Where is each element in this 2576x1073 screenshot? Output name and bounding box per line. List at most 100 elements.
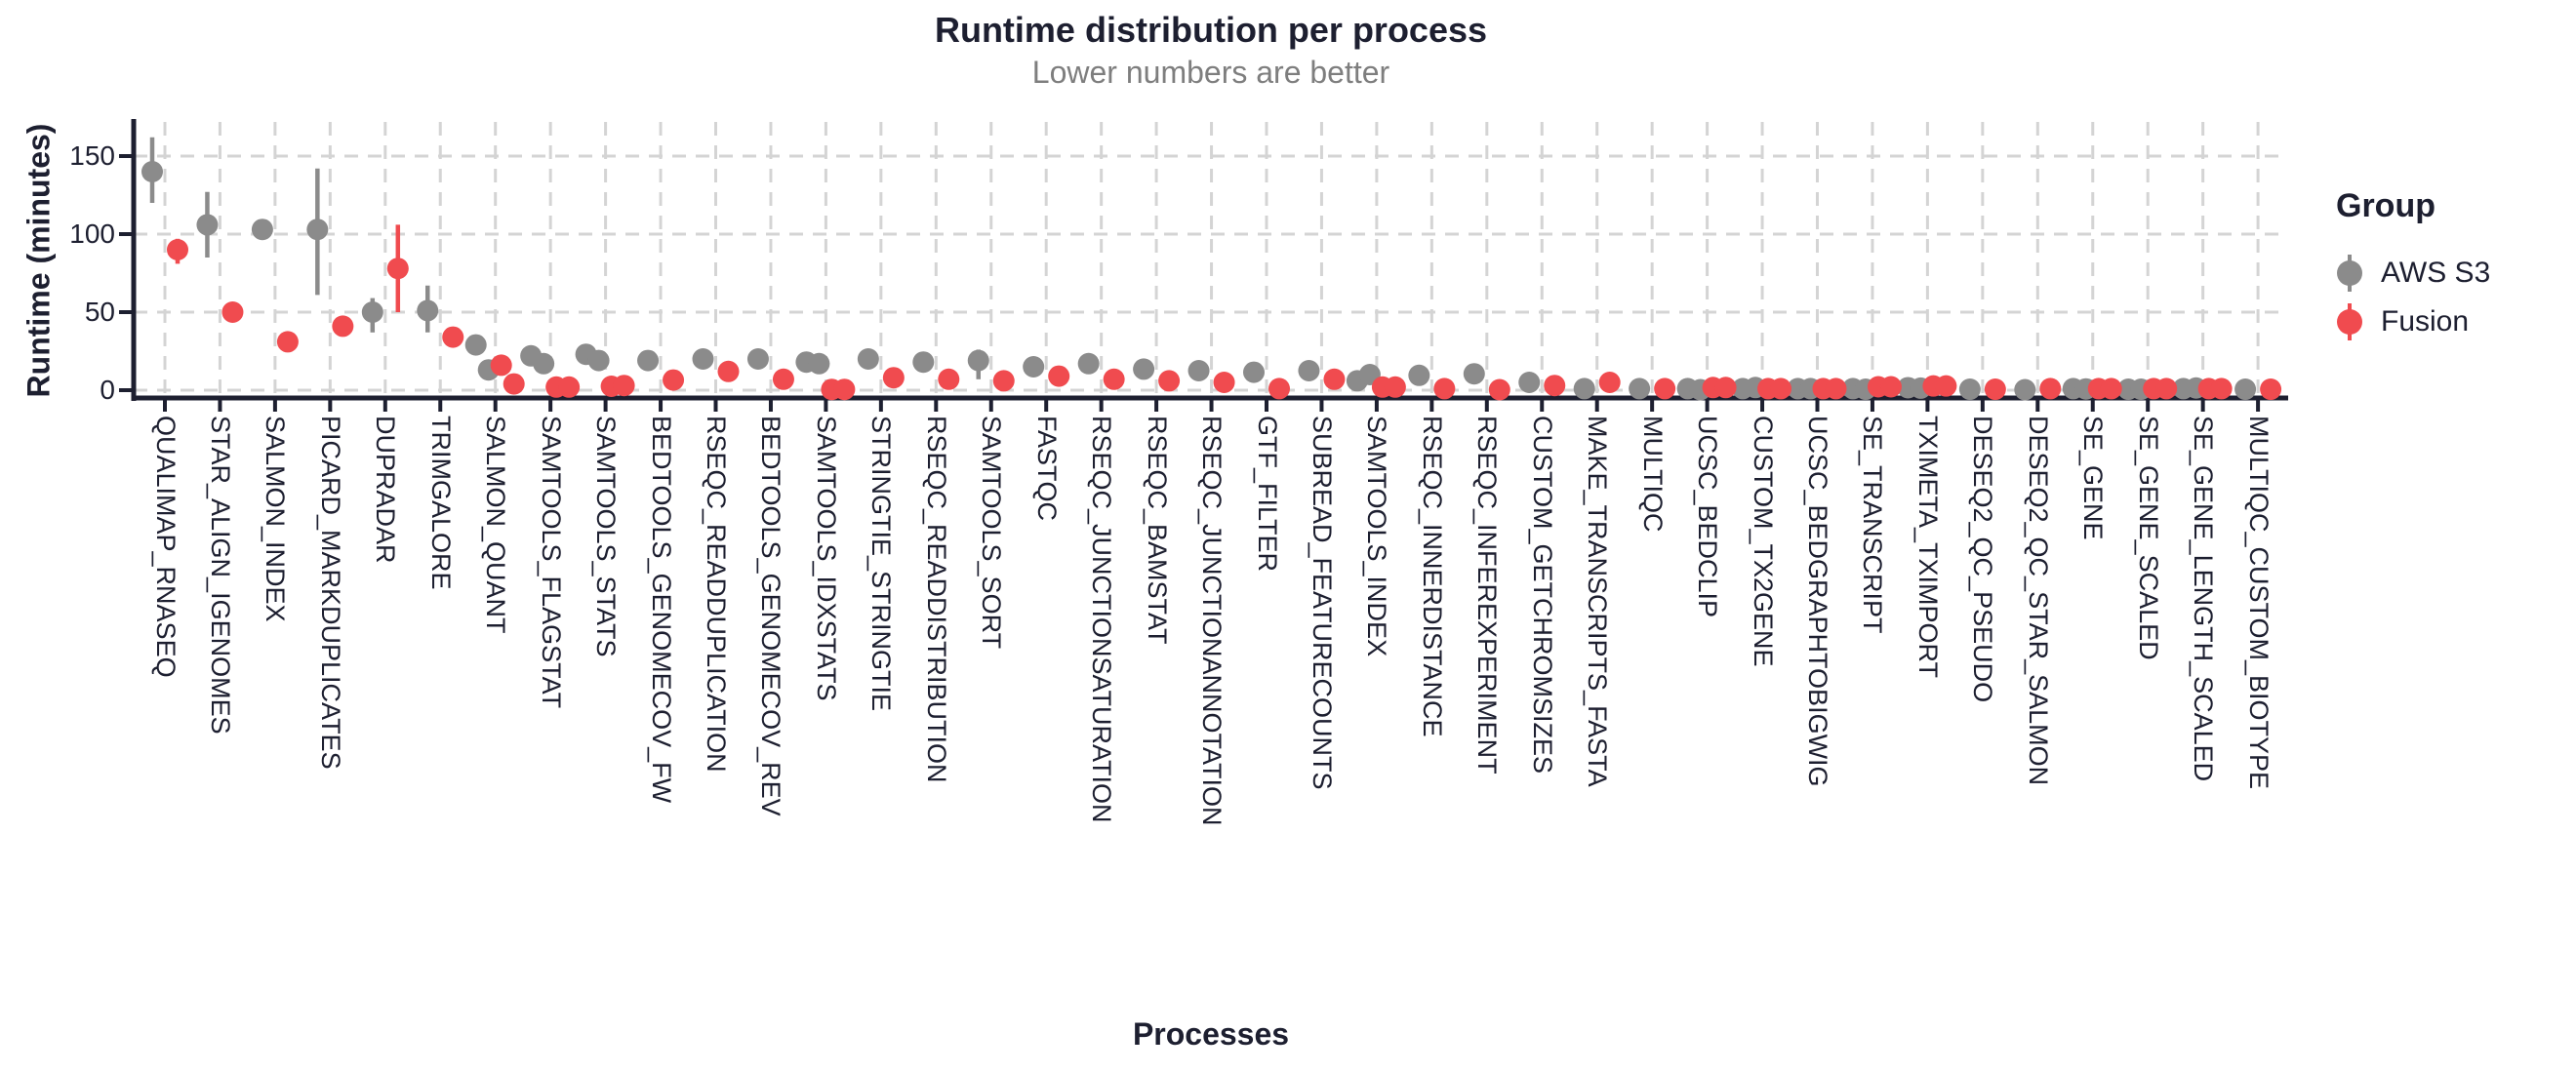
x-axis-label: SAMTOOLS_STATS bbox=[591, 416, 622, 657]
x-axis-label: SUBREAD_FEATURECOUNTS bbox=[1307, 416, 1337, 790]
data-point bbox=[533, 352, 555, 375]
data-point bbox=[490, 354, 512, 377]
x-axis-label: SE_TRANSCRIPT bbox=[1858, 416, 1888, 634]
x-axis-label: UCSC_BEDCLIP bbox=[1693, 416, 1723, 618]
data-point bbox=[1984, 378, 2006, 401]
x-axis-label: TRIMGALORE bbox=[425, 416, 456, 590]
pointrange-key-icon bbox=[2336, 298, 2363, 346]
data-point bbox=[1077, 352, 1100, 375]
data-point bbox=[1133, 358, 1155, 380]
data-point bbox=[2039, 378, 2062, 400]
data-point bbox=[2014, 378, 2036, 401]
data-point bbox=[1433, 378, 1456, 400]
x-axis-label: SE_GENE_LENGTH_SCALED bbox=[2189, 416, 2219, 782]
data-point bbox=[221, 301, 244, 323]
data-point bbox=[637, 349, 660, 372]
x-axis-label: DESEQ2_QC_STAR_SALMON bbox=[2023, 416, 2053, 786]
data-point bbox=[442, 326, 464, 348]
data-point bbox=[2100, 378, 2122, 400]
x-axis-label: SAMTOOLS_IDXSTATS bbox=[811, 416, 841, 701]
key-dot bbox=[2337, 309, 2362, 335]
data-point bbox=[992, 370, 1015, 392]
data-point bbox=[141, 161, 163, 182]
chart-title: Runtime distribution per process bbox=[934, 10, 1488, 50]
x-axis-label: RSEQC_INFEREXPERIMENT bbox=[1472, 416, 1503, 775]
x-axis-label: SAMTOOLS_INDEX bbox=[1362, 416, 1392, 657]
data-point bbox=[2260, 378, 2282, 401]
x-axis-label: PICARD_MARKDUPLICATES bbox=[315, 416, 345, 770]
legend: Group AWS S3 Fusion bbox=[2336, 187, 2490, 346]
x-axis-title: Processes bbox=[1132, 1016, 1290, 1052]
legend-item-label: Fusion bbox=[2381, 305, 2470, 338]
data-point bbox=[833, 378, 856, 401]
data-point bbox=[1243, 361, 1265, 383]
x-axis-label: RSEQC_BAMSTAT bbox=[1142, 416, 1172, 645]
data-point bbox=[1323, 368, 1346, 390]
data-point bbox=[1268, 378, 1290, 400]
key-dot bbox=[2337, 260, 2362, 286]
data-point bbox=[2155, 378, 2178, 400]
data-point bbox=[1518, 372, 1541, 393]
x-axis-label: MAKE_TRANSCRIPTS_FASTA bbox=[1583, 416, 1613, 787]
data-point bbox=[1598, 372, 1621, 393]
data-point bbox=[306, 219, 329, 241]
data-point bbox=[196, 214, 219, 236]
x-axis-label: UCSC_BEDGRAPHTOBIGWIG bbox=[1803, 416, 1832, 787]
data-point bbox=[1384, 376, 1406, 398]
x-axis-label: DUPRADAR bbox=[371, 416, 401, 564]
x-axis-label: CUSTOM_TX2GENE bbox=[1748, 416, 1778, 667]
legend-title: Group bbox=[2336, 187, 2435, 224]
data-point bbox=[1463, 363, 1485, 385]
data-point bbox=[1935, 375, 1957, 397]
data-point bbox=[772, 368, 794, 390]
data-point bbox=[1298, 360, 1320, 381]
data-point bbox=[746, 348, 769, 370]
x-axis-label: SE_GENE_SCALED bbox=[2133, 416, 2163, 660]
data-point bbox=[912, 351, 935, 374]
data-point bbox=[558, 376, 581, 398]
data-point bbox=[1770, 378, 1792, 400]
x-axis-label: RSEQC_READDUPLICATION bbox=[702, 416, 731, 773]
x-axis-label: SALMON_INDEX bbox=[261, 416, 291, 622]
data-point bbox=[251, 219, 273, 241]
data-point bbox=[1103, 368, 1125, 390]
data-point bbox=[717, 360, 740, 382]
data-point bbox=[1023, 356, 1045, 378]
data-point bbox=[1408, 364, 1430, 386]
data-point bbox=[1825, 378, 1847, 400]
x-axis-label: BEDTOOLS_GENOMECOV_REV bbox=[756, 416, 786, 816]
data-point bbox=[663, 369, 685, 391]
x-axis-label: SE_GENE bbox=[2078, 416, 2109, 540]
data-point bbox=[613, 375, 635, 397]
data-point bbox=[167, 239, 188, 260]
x-axis-label: MULTIQC_CUSTOM_BIOTYPE bbox=[2243, 416, 2274, 790]
data-point bbox=[1213, 372, 1235, 393]
legend-item-aws-s3: AWS S3 bbox=[2336, 249, 2490, 298]
data-point bbox=[1629, 378, 1651, 400]
x-axis-label: RSEQC_JUNCTIONSATURATION bbox=[1087, 416, 1117, 823]
x-axis-label: GTF_FILTER bbox=[1252, 416, 1282, 573]
data-point bbox=[1158, 370, 1181, 392]
data-point bbox=[808, 352, 830, 375]
data-point bbox=[464, 334, 487, 356]
data-point bbox=[857, 348, 879, 370]
data-point bbox=[386, 258, 409, 280]
x-axis-label: RSEQC_JUNCTIONANNOTATION bbox=[1197, 416, 1228, 826]
data-point bbox=[2234, 378, 2257, 401]
x-axis-label: MULTIQC bbox=[1637, 416, 1668, 533]
data-point bbox=[587, 349, 610, 372]
data-point bbox=[276, 331, 299, 353]
x-axis-label: STAR_ALIGN_IGENOMES bbox=[205, 416, 235, 735]
legend-item-fusion: Fusion bbox=[2336, 298, 2490, 346]
x-axis-label: SAMTOOLS_FLAGSTAT bbox=[536, 416, 566, 709]
legend-item-label: AWS S3 bbox=[2381, 257, 2491, 289]
data-point bbox=[1879, 376, 1902, 398]
x-axis-label: SALMON_QUANT bbox=[481, 416, 511, 634]
data-point bbox=[967, 349, 989, 372]
data-point bbox=[1714, 377, 1737, 399]
x-axis-label: SAMTOOLS_SORT bbox=[977, 416, 1007, 650]
data-point bbox=[1958, 378, 1981, 401]
x-axis-label: RSEQC_READDISTRIBUTION bbox=[921, 416, 951, 783]
data-point bbox=[503, 373, 525, 395]
